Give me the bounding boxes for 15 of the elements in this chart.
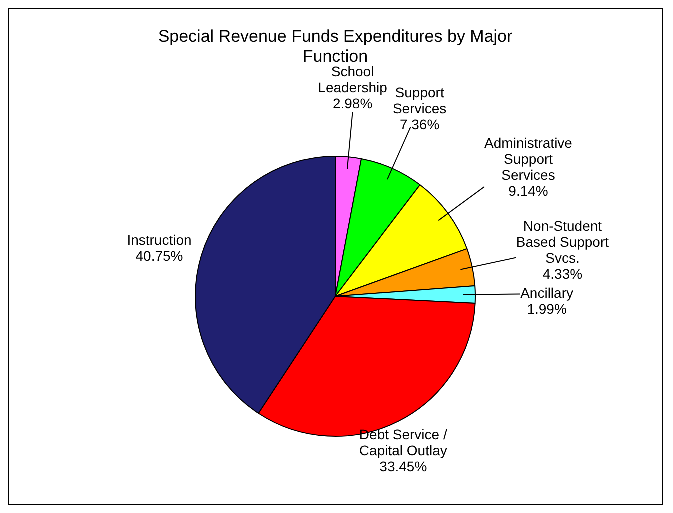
data-label: 33.45%: [380, 458, 428, 475]
data-label: 1.99%: [527, 300, 567, 317]
slice-label: Administrative Support Services: [484, 134, 573, 183]
data-label: 2.98%: [332, 95, 373, 112]
slice-label: Non-Student Based Support Svcs.: [516, 218, 610, 266]
data-label: 4.33%: [542, 266, 583, 282]
slice-label: Debt Service / Capital Outlay: [359, 426, 448, 459]
data-label: 9.14%: [508, 182, 548, 199]
data-label: 40.75%: [136, 248, 184, 264]
slice-label: Ancillary: [520, 284, 574, 301]
slice-label: Support Services: [392, 84, 447, 116]
data-label: 7.36%: [400, 116, 440, 132]
slice-label: School Leadership: [318, 63, 388, 96]
chart-title: Special Revenue Funds Expenditures by Major Function: [157, 27, 514, 66]
slice-label: Instruction: [127, 232, 192, 248]
